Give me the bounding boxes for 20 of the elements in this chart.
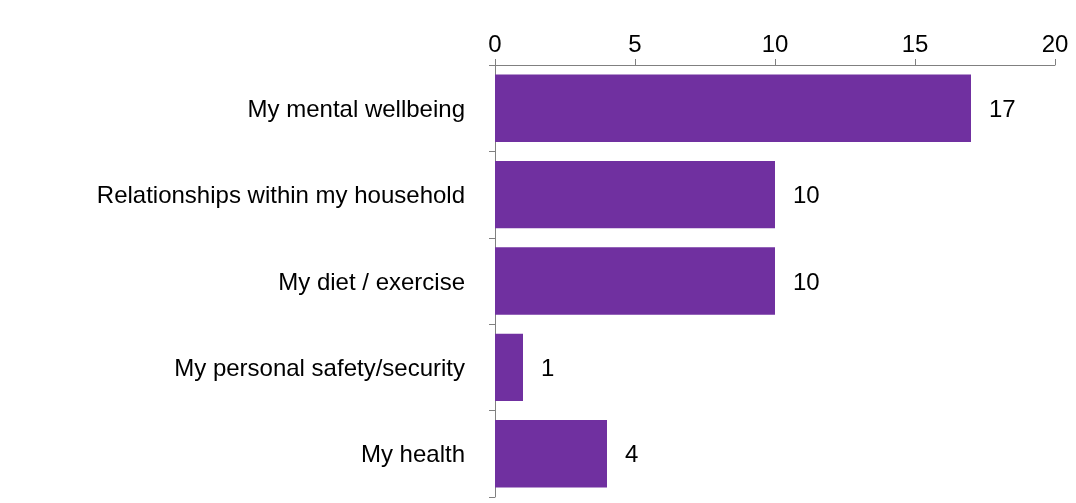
x-tick-label: 5 xyxy=(628,29,642,57)
bar xyxy=(495,420,607,488)
x-tick-label: 0 xyxy=(488,29,502,57)
y-tick-label: My mental wellbeing xyxy=(247,94,465,122)
y-tick-label: My personal safety/security xyxy=(174,353,465,381)
bar xyxy=(495,247,775,315)
data-label: 17 xyxy=(989,94,1016,122)
bar xyxy=(495,333,523,402)
data-label: 1 xyxy=(541,353,555,381)
y-tick-label: Relationships within my household xyxy=(96,181,465,209)
x-tick-label: 15 xyxy=(901,29,929,57)
data-label: 4 xyxy=(625,440,639,468)
x-tick-label: 10 xyxy=(761,29,789,57)
data-label: 10 xyxy=(793,267,820,295)
data-label: 10 xyxy=(793,181,820,209)
y-tick-label: My diet / exercise xyxy=(278,267,465,295)
x-tick-label: 20 xyxy=(1041,29,1069,57)
bar xyxy=(495,74,971,142)
bar xyxy=(495,160,775,229)
y-tick-label: My health xyxy=(360,440,465,468)
